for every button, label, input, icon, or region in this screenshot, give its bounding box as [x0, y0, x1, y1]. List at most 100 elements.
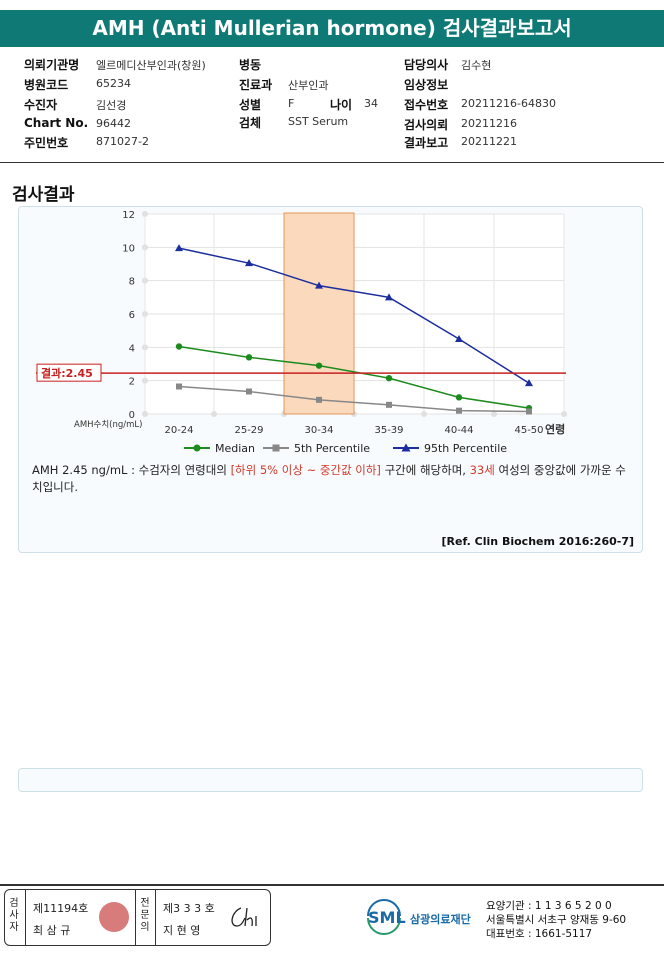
data-point: [455, 394, 463, 401]
label-report-date: 결과보고: [404, 136, 449, 150]
data-point: [245, 354, 253, 361]
patient-info-section: 의뢰기관명 엘르메디산부인과(창원) 병원코드 65234 수진자 김선경 Ch…: [0, 50, 664, 163]
footer-divider: [0, 884, 664, 886]
x-axis-unit-label: 연령: [545, 422, 565, 436]
x-tick-dot: [211, 411, 217, 417]
addr-line2: 서울특별시 서초구 양재동 9-60: [486, 914, 627, 926]
desc-part1: AMH 2.45 ng/mL : 수검자의 연령대의: [32, 463, 231, 477]
specialist-name: 지 현 영: [163, 924, 201, 937]
data-point: [385, 293, 393, 301]
legend-marker: [193, 444, 201, 452]
x-tick-label: 45-50: [514, 425, 543, 436]
value-sex: F: [288, 97, 295, 110]
label-specimen: 검체: [239, 116, 262, 130]
result-label: 결과:2.45: [41, 366, 93, 380]
logo-text: SML: [368, 908, 406, 927]
x-tick-label: 30-34: [304, 425, 333, 436]
value-hospital-code: 65234: [96, 77, 131, 90]
data-point: [175, 244, 183, 252]
legend-label: Median: [215, 442, 255, 455]
value-resident-no: 871027-2: [96, 135, 149, 148]
specialist-license-no: 제3 3 3 호: [163, 902, 215, 915]
empty-panel: [18, 768, 643, 792]
data-point: [315, 362, 323, 369]
y-tick-label: 2: [129, 377, 135, 388]
x-tick-label: 40-44: [444, 425, 473, 436]
value-department: 산부인과: [288, 79, 329, 92]
value-age: 34: [364, 97, 378, 110]
data-point: [315, 281, 323, 289]
desc-part3: 여성의 중앙값에 가까운 수치입니다.: [32, 463, 626, 494]
label-hospital-code: 병원코드: [24, 78, 69, 92]
data-point: [385, 374, 393, 382]
data-point: [455, 335, 463, 342]
series-line: [178, 385, 530, 413]
y-tick-label: 12: [122, 210, 135, 221]
value-specimen: SST Serum: [288, 115, 349, 128]
y-tick-label: 10: [122, 243, 135, 254]
legend-label: 5th Percentile: [294, 442, 370, 455]
examiner-vertical-label: 검사자: [9, 898, 19, 933]
x-tick-dot: [142, 411, 148, 417]
examiner-name: 최 삼 규: [33, 924, 71, 937]
desc-part2: 구간에 해당하며,: [380, 463, 470, 477]
legend-marker: [401, 443, 411, 452]
data-point: [386, 401, 392, 408]
legend-label: 95th Percentile: [424, 442, 507, 455]
sml-logo: SML 삼광의료재단: [367, 899, 471, 935]
y-tick-label: 4: [129, 343, 135, 354]
y-tick-label: 6: [129, 310, 135, 321]
x-tick-label: 25-29: [234, 425, 263, 436]
specialist-signature: [231, 907, 257, 927]
label-institution: 의뢰기관명: [24, 58, 80, 72]
y-axis-label: AMH수치(ng/mL): [74, 420, 142, 430]
examiner-license-no: 제11194호: [33, 902, 89, 915]
label-resident-no: 주민번호: [24, 136, 69, 150]
y-tick-label: 8: [129, 277, 135, 288]
value-report-date: 20211221: [461, 135, 517, 148]
label-chart-no: Chart No.: [24, 116, 89, 130]
examiner-seal: [99, 902, 129, 932]
data-point: [245, 259, 253, 267]
value-receipt-no: 20211216-64830: [461, 97, 556, 110]
addr-line3: 대표번호 : 1661-5117: [486, 928, 593, 940]
org-address: 요양기관 : 1 1 3 6 5 2 0 0 서울특별시 서초구 양재동 9-6…: [486, 899, 626, 941]
label-ward: 병동: [239, 58, 262, 72]
value-request-date: 20211216: [461, 117, 517, 130]
x-tick-label: 35-39: [374, 425, 403, 436]
result-description: AMH 2.45 ng/mL : 수검자의 연령대의 [하위 5% 이상 ~ 중…: [32, 462, 636, 496]
reference-citation: [Ref. Clin Biochem 2016:260-7]: [441, 535, 634, 548]
label-clinical-info: 임상정보: [404, 78, 449, 92]
addr-line1: 요양기관 : 1 1 3 6 5 2 0 0: [486, 900, 612, 912]
desc-highlight-age: 33세: [469, 463, 495, 477]
x-tick-dot: [421, 411, 427, 417]
data-point: [316, 396, 322, 403]
result-label-box: [36, 363, 102, 382]
x-tick-dot: [491, 411, 497, 417]
label-patient: 수진자: [24, 98, 58, 112]
label-age: 나이: [330, 98, 353, 112]
data-point: [526, 408, 532, 415]
y-tick-label: 0: [129, 410, 135, 421]
data-point: [456, 407, 462, 414]
data-point: [175, 343, 183, 350]
desc-highlight-range: [하위 5% 이상 ~ 중간값 이하]: [230, 463, 381, 477]
highlight-band-30-34: [283, 212, 355, 415]
signature-box: 검사자 제11194호 최 삼 규 전문의 제3 3 3 호 지 현 영: [4, 889, 271, 946]
data-point: [525, 379, 533, 387]
org-name: 삼광의료재단: [410, 912, 471, 926]
label-department: 진료과: [239, 78, 273, 92]
series-line: [178, 247, 530, 384]
amh-chart: 0 2 4 6 8 10 12 결과:2.45 20-24 25-29 30-34 35-39 40…: [36, 210, 567, 455]
section-title: 검사결과: [12, 185, 75, 205]
report-title: AMH (Anti Mullerian hormone) 검사결과보고서: [0, 10, 664, 47]
x-tick-dot: [561, 411, 567, 417]
legend-marker: [272, 444, 280, 452]
label-receipt-no: 접수번호: [404, 98, 449, 112]
value-institution: 엘르메디산부인과(창원): [96, 59, 206, 72]
value-doctor: 김수현: [461, 59, 492, 72]
label-sex: 성별: [239, 98, 262, 112]
label-request-date: 검사의뢰: [404, 118, 449, 132]
value-patient: 김선경: [96, 99, 127, 112]
x-tick-label: 20-24: [164, 425, 193, 436]
